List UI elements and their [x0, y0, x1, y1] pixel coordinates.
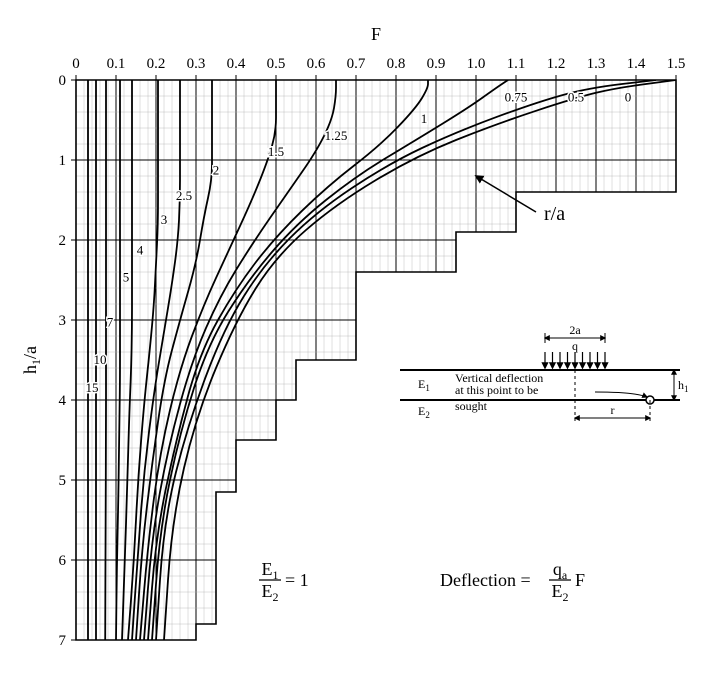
y-tick: 6 — [59, 553, 67, 569]
y-tick: 5 — [59, 473, 67, 489]
x-tick: 0.4 — [227, 56, 246, 72]
x-tick: 0.3 — [187, 56, 206, 72]
x-tick: 0.9 — [427, 56, 446, 72]
dim-r: r — [611, 403, 615, 417]
curve-label: 7 — [107, 314, 114, 329]
svg-text:E2: E2 — [262, 581, 279, 604]
curve-label: 0.75 — [505, 90, 528, 105]
curve-label: 0.5 — [568, 90, 584, 105]
curve-1.5 — [140, 80, 276, 640]
x-tick: 0.1 — [107, 56, 126, 72]
label-E2: E2 — [418, 404, 430, 420]
curve-label: 2.5 — [176, 188, 192, 203]
dim-h1: h1 — [678, 378, 689, 394]
curve-label: 15 — [86, 380, 99, 395]
deflection-lhs: Deflection = — [440, 570, 531, 590]
y-tick: 1 — [59, 153, 67, 169]
x-tick: 0.7 — [347, 56, 366, 72]
curve-1 — [148, 80, 428, 640]
load-q: q — [572, 339, 578, 353]
chart-svg: F 0 0.1 0.2 0.3 0.4 0.5 0.6 0.7 0.8 0.9 1.0 1.1 1.2 1.… — [20, 20, 697, 661]
curve-5 — [116, 80, 120, 640]
inset-diagram: 2aqh1rE1E2Vertical deflectionat this poi… — [400, 323, 689, 422]
svg-text:F: F — [575, 570, 585, 590]
x-tick: 0.8 — [387, 56, 406, 72]
ra-label: r/a — [544, 203, 565, 225]
svg-text:E2: E2 — [552, 581, 569, 604]
ra-pointer — [476, 176, 536, 212]
chart-container: F 0 0.1 0.2 0.3 0.4 0.5 0.6 0.7 0.8 0.9 1.0 1.1 1.2 1.… — [20, 20, 697, 661]
curve-label: 1.5 — [268, 144, 284, 159]
y-tick: 0 — [59, 73, 67, 89]
y-tick: 4 — [59, 393, 67, 409]
x-tick: 1.3 — [587, 56, 606, 72]
y-tick: 2 — [59, 233, 67, 249]
note-l2: at this point to be — [455, 383, 538, 397]
y-tick: 3 — [59, 313, 67, 329]
x-tick: 1.4 — [627, 56, 646, 72]
curve-label: 4 — [137, 242, 144, 257]
curve-label: 0 — [625, 90, 632, 105]
dim-2a: 2a — [569, 323, 581, 337]
x-tick: 0.6 — [307, 56, 326, 72]
note-l3: sought — [455, 399, 488, 413]
y-tick: 7 — [59, 633, 67, 649]
x-tick: 0.2 — [147, 56, 166, 72]
curve-label: 3 — [161, 212, 168, 227]
curve-label: 2 — [213, 162, 220, 177]
svg-text:= 1: = 1 — [285, 570, 309, 590]
x-tick: 1.0 — [467, 56, 486, 72]
label-E1: E1 — [418, 377, 430, 393]
x-tick: 1.1 — [507, 56, 526, 72]
curve-label: 1 — [421, 111, 428, 126]
x-axis-title: F — [371, 24, 381, 44]
curve-label: 10 — [94, 352, 107, 367]
curve-label: 5 — [123, 270, 130, 285]
x-tick: 1.5 — [667, 56, 686, 72]
curve-label: 1.25 — [325, 128, 348, 143]
x-tick: 0 — [72, 56, 80, 72]
x-tick: 0.5 — [267, 56, 286, 72]
x-tick: 1.2 — [547, 56, 566, 72]
svg-text:E1: E1 — [262, 559, 279, 582]
svg-text:qa: qa — [553, 559, 568, 582]
y-axis-title: h1/a — [20, 346, 43, 374]
curve-4 — [122, 80, 132, 640]
